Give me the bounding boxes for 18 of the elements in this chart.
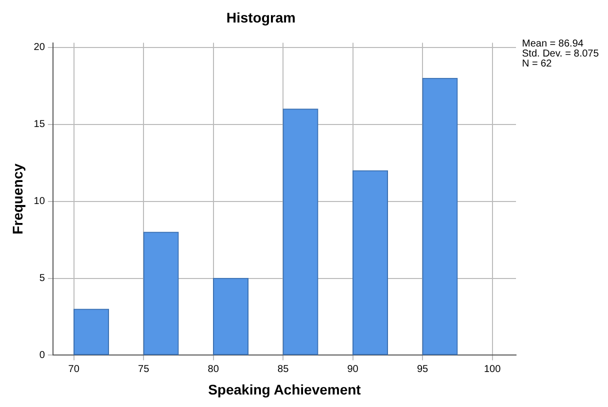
y-tick-label: 20: [34, 42, 46, 54]
text: Mean = 86.94: [522, 38, 584, 50]
text: N = 62: [522, 58, 552, 70]
y-tick-label: 0: [39, 350, 46, 361]
x-axis-title: Speaking Achievement: [208, 381, 362, 398]
x-tick-label: 85: [278, 364, 290, 375]
y-axis-title: Frequency: [9, 163, 26, 234]
text: Std. Dev. = 8.075: [522, 48, 600, 60]
y-tick-label: 5: [39, 273, 46, 284]
x-tick-label: 95: [416, 364, 429, 375]
x-tick-label: 100: [484, 364, 502, 375]
x-tick-label: 70: [68, 364, 80, 375]
x-tick-label: 90: [347, 364, 359, 375]
chart-title: Histogram: [226, 9, 296, 26]
x-tick-label: 75: [138, 364, 150, 375]
y-tick-label: 10: [34, 196, 46, 208]
y-tick-label: 15: [34, 119, 46, 130]
x-tick-label: 80: [208, 364, 220, 375]
